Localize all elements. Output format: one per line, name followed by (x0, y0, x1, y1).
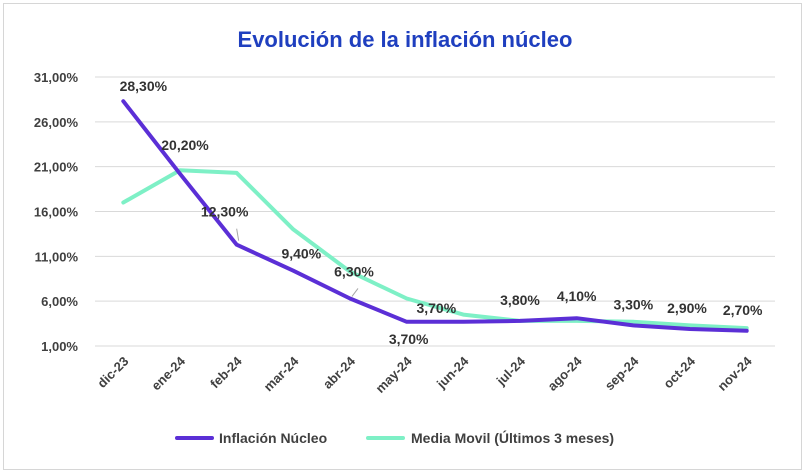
x-tick-label: ene-24 (148, 353, 188, 393)
y-axis-ticks: 1,00% 6,00% 11,00% 16,00% 21,00% 26,00% 31,00% (34, 70, 79, 354)
y-tick-label: 26,00% (34, 115, 79, 130)
x-tick-label: jul-24 (493, 353, 529, 389)
series-line-media-movil (121, 168, 749, 331)
series-lines (121, 99, 749, 333)
y-tick-label: 11,00% (35, 249, 79, 264)
label-leader-line (351, 288, 359, 297)
x-tick-label: jun-24 (433, 353, 472, 392)
x-tick-label: feb-24 (207, 353, 245, 391)
x-tick-label: ago-24 (545, 353, 586, 394)
y-tick-label: 21,00% (34, 160, 79, 175)
data-label: 28,30% (120, 78, 168, 94)
x-tick-label: nov-24 (715, 353, 756, 394)
y-tick-label: 1,00% (41, 339, 78, 354)
x-tick-label: dic-23 (94, 354, 131, 391)
data-label: 3,70% (389, 331, 429, 347)
data-label: 12,30% (201, 204, 249, 220)
gridlines (95, 76, 775, 347)
chart-frame (3, 3, 802, 470)
data-label: 20,20% (161, 137, 209, 153)
data-label: 2,70% (723, 302, 763, 318)
data-labels: 28,30% 20,20% 12,30% 9,40% 6,30% 3,70% 3,70% 3,… (120, 78, 763, 347)
y-tick-label: 6,00% (41, 294, 78, 309)
x-tick-label: may-24 (372, 353, 415, 396)
legend-label: Media Movil (Últimos 3 meses) (411, 429, 614, 446)
legend: Inflación Núcleo Media Movil (Últimos 3 m… (175, 429, 614, 446)
y-tick-label: 31,00% (34, 70, 79, 85)
data-label: 6,30% (334, 263, 374, 279)
legend-label: Inflación Núcleo (219, 430, 327, 446)
data-label: 3,30% (613, 296, 653, 312)
data-label: 3,70% (416, 300, 456, 316)
data-label: 2,90% (667, 300, 707, 316)
y-tick-label: 16,00% (34, 205, 79, 220)
x-tick-label: sep-24 (602, 353, 642, 393)
data-label: 3,80% (500, 292, 540, 308)
x-tick-label: abr-24 (320, 353, 359, 392)
series-line-inflacion-nucleo (121, 99, 749, 333)
data-label: 4,10% (557, 288, 597, 304)
x-axis-ticks: dic-23 ene-24 feb-24 mar-24 abr-24 may-24 jun-… (94, 353, 755, 396)
data-label: 9,40% (281, 246, 321, 262)
x-tick-label: oct-24 (660, 353, 698, 391)
chart-title: Evolución de la inflación núcleo (238, 27, 573, 52)
x-tick-label: mar-24 (261, 353, 302, 394)
label-leader-line (236, 228, 240, 241)
